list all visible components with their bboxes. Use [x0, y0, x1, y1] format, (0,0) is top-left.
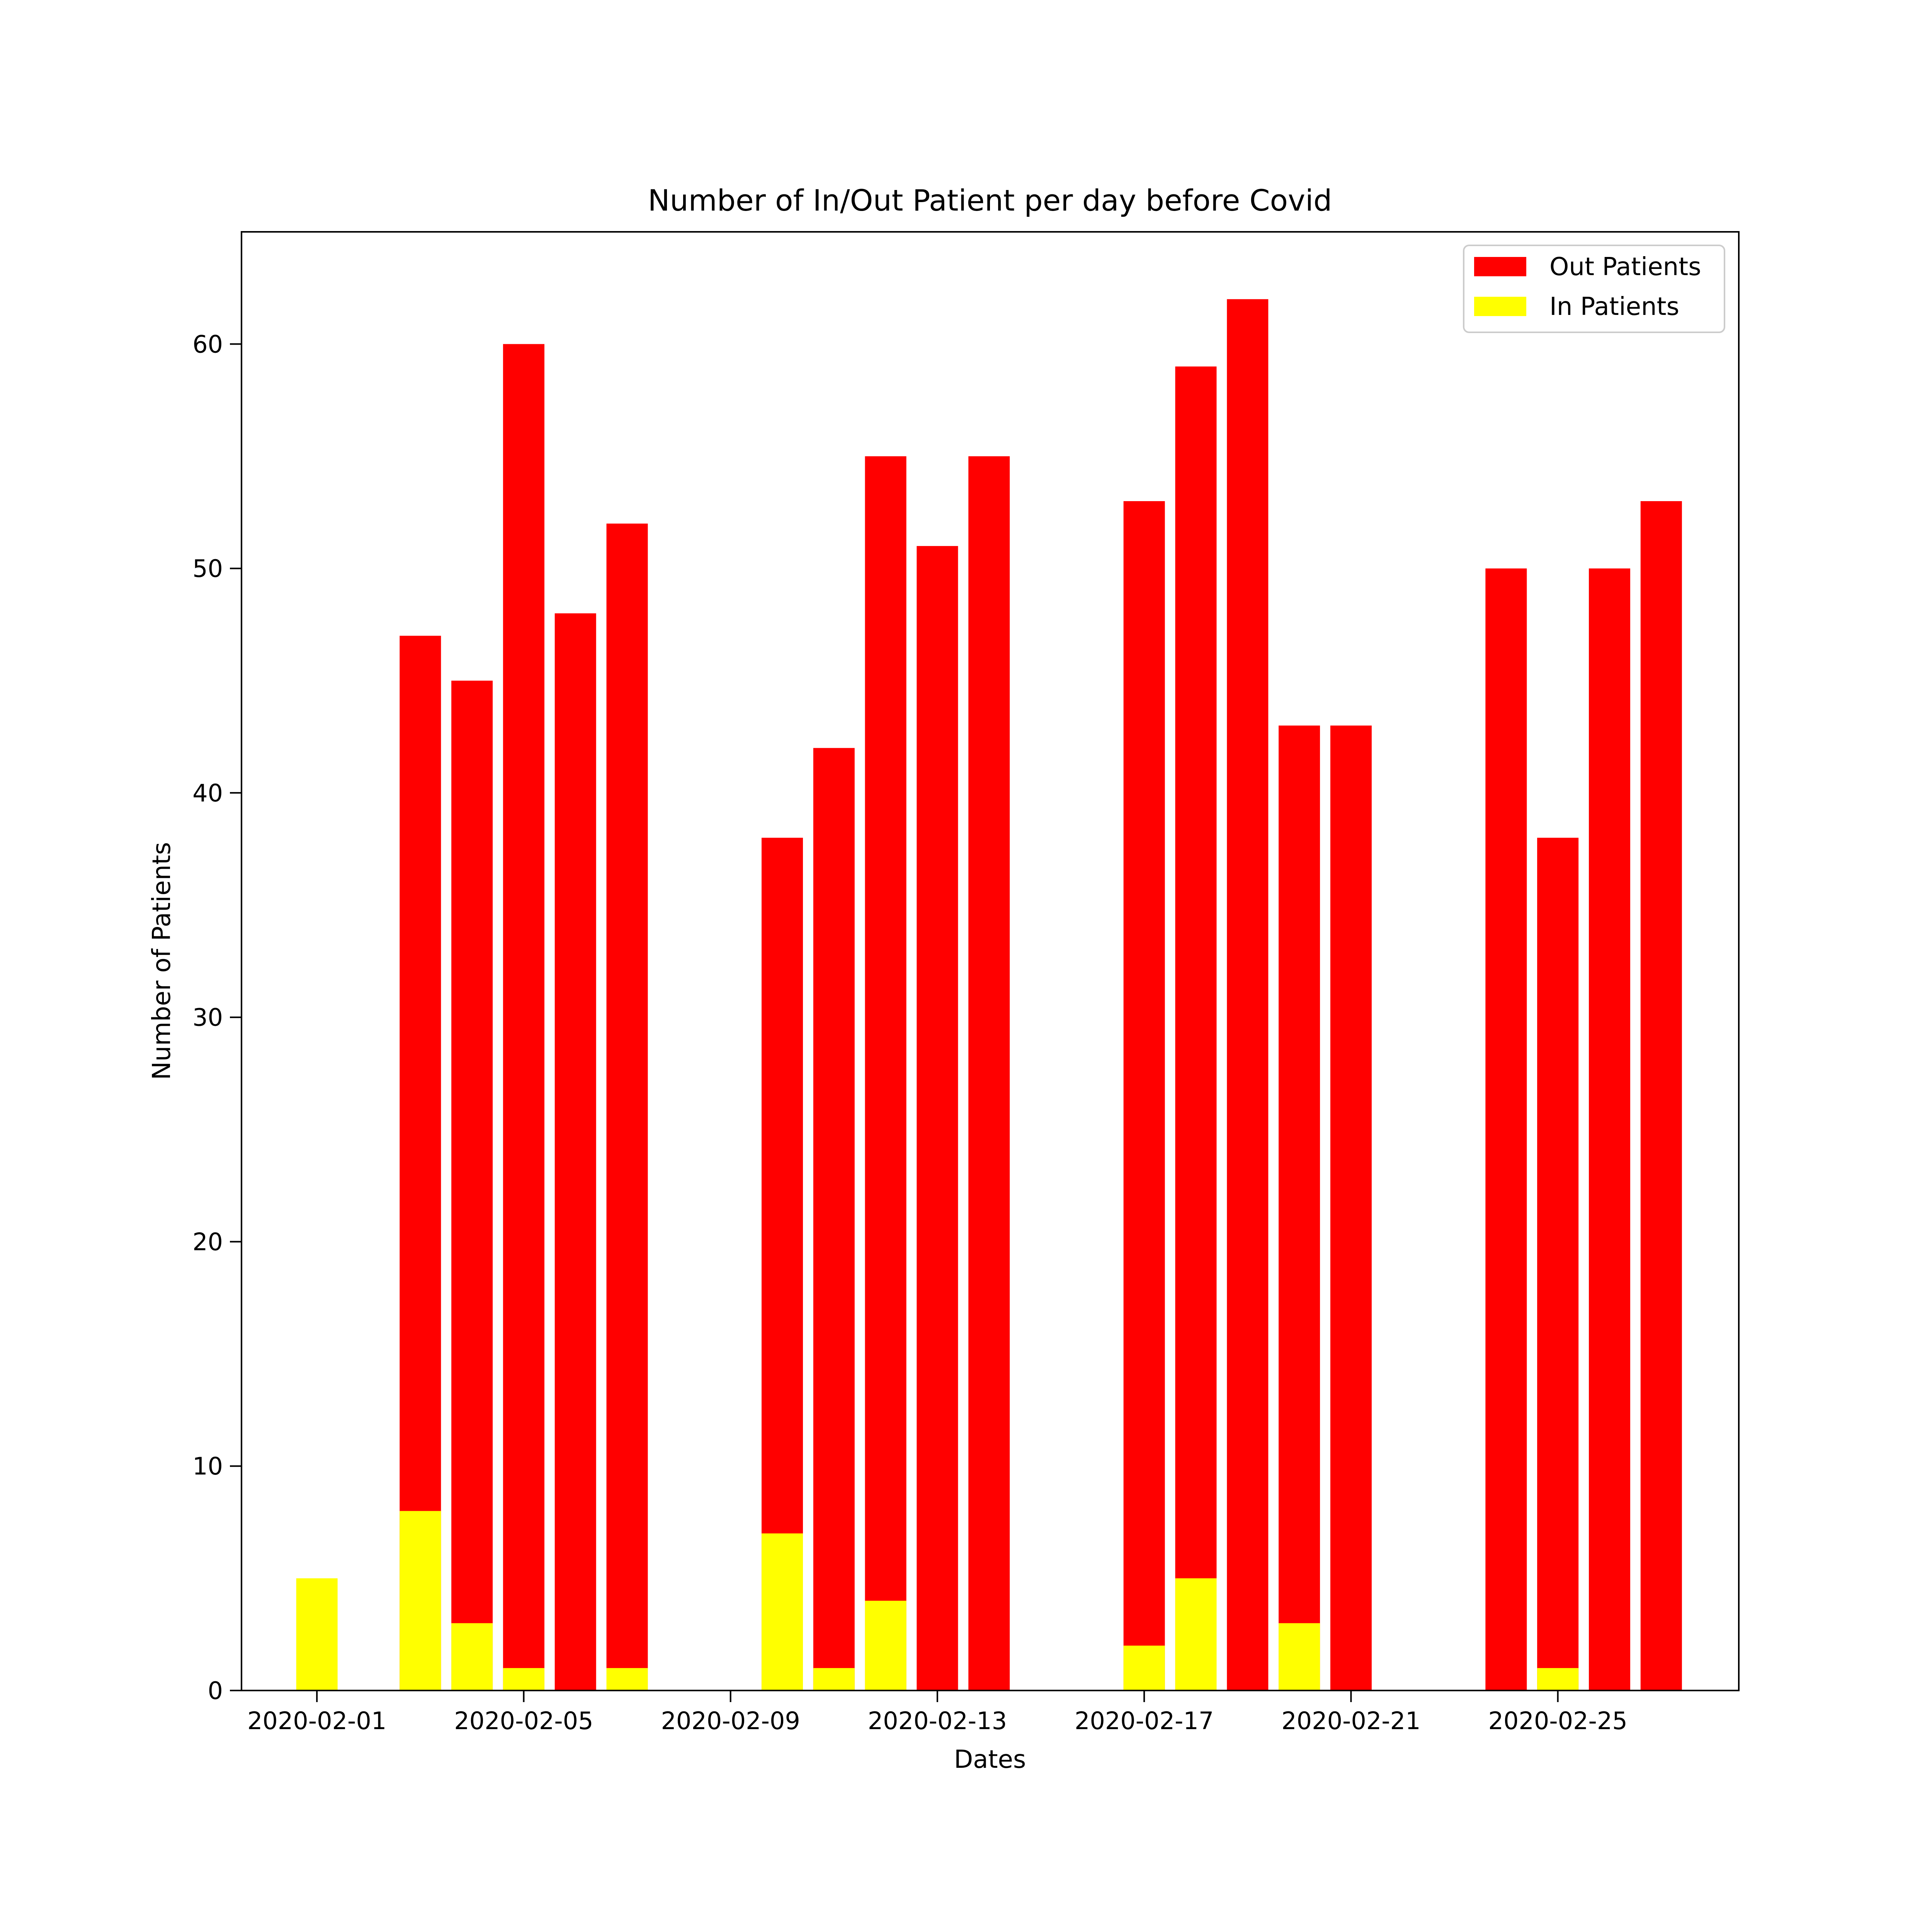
bar-in-patients-2020-02-10	[761, 1533, 803, 1690]
bar-in-patients-2020-02-17	[1123, 1645, 1165, 1690]
y-tick-label-30: 30	[192, 1003, 223, 1032]
x-tick-label-2020-02-25: 2020-02-25	[1488, 1707, 1627, 1735]
y-axis: 0 10 20 30 40 50 60	[192, 330, 242, 1705]
bar-out-patients-2020-02-26	[1588, 568, 1630, 1690]
y-tick-label-40: 40	[192, 779, 223, 807]
bar-out-patients-2020-02-18	[1175, 366, 1217, 1691]
bar-in-patients-2020-02-04	[451, 1623, 493, 1690]
bar-in-patients-2020-02-11	[813, 1668, 855, 1690]
y-tick-label-10: 10	[192, 1452, 223, 1480]
bar-out-patients-2020-02-06	[554, 613, 596, 1691]
y-tick-label-50: 50	[192, 554, 223, 583]
legend-swatch-out-patients	[1474, 257, 1526, 276]
bar-out-patients-2020-02-14	[968, 456, 1010, 1690]
y-tick-label-60: 60	[192, 330, 223, 358]
legend: Out Patients In Patients	[1463, 245, 1725, 333]
bar-out-patients-2020-02-19	[1227, 299, 1269, 1691]
bar-in-patients-2020-02-25	[1537, 1668, 1579, 1690]
y-axis-label: Number of Patients	[148, 842, 176, 1080]
bars-layer	[296, 299, 1682, 1691]
y-tick-label-20: 20	[192, 1228, 223, 1256]
bar-in-patients-2020-02-12	[865, 1600, 906, 1690]
bar-out-patients-2020-02-24	[1485, 568, 1527, 1690]
bar-out-patients-2020-02-21	[1330, 725, 1372, 1690]
x-tick-label-2020-02-01: 2020-02-01	[247, 1707, 386, 1735]
x-tick-label-2020-02-21: 2020-02-21	[1281, 1707, 1420, 1735]
legend-label-out-patients: Out Patients	[1549, 253, 1701, 281]
bar-out-patients-2020-02-17	[1123, 501, 1165, 1690]
bar-out-patients-2020-02-12	[865, 456, 906, 1690]
x-tick-label-2020-02-09: 2020-02-09	[661, 1707, 800, 1735]
x-tick-label-2020-02-05: 2020-02-05	[454, 1707, 593, 1735]
bar-out-patients-2020-02-11	[813, 748, 855, 1690]
bar-out-patients-2020-02-27	[1640, 501, 1682, 1690]
bar-in-patients-2020-02-01	[296, 1578, 338, 1690]
chart-title: Number of In/Out Patient per day before …	[648, 183, 1332, 218]
legend-box	[1463, 245, 1725, 333]
bar-out-patients-2020-02-04	[451, 680, 493, 1690]
plot-frame	[241, 231, 1740, 1691]
bar-out-patients-2020-02-13	[917, 546, 958, 1690]
x-axis: 2020-02-01 2020-02-05 2020-02-09 2020-02-13…	[247, 1690, 1628, 1735]
legend-swatch-in-patients	[1474, 297, 1526, 316]
bar-in-patients-2020-02-05	[503, 1668, 544, 1690]
bar-in-patients-2020-02-07	[606, 1668, 648, 1690]
bar-out-patients-2020-02-05	[503, 344, 544, 1690]
bar-in-patients-2020-02-03	[400, 1511, 441, 1690]
bar-out-patients-2020-02-25	[1537, 838, 1579, 1690]
x-tick-label-2020-02-13: 2020-02-13	[868, 1707, 1007, 1735]
bar-in-patients-2020-02-18	[1175, 1578, 1217, 1690]
bar-in-patients-2020-02-20	[1279, 1623, 1320, 1690]
bar-out-patients-2020-02-20	[1279, 725, 1320, 1690]
x-tick-label-2020-02-17: 2020-02-17	[1075, 1707, 1214, 1735]
y-tick-label-0: 0	[208, 1677, 223, 1705]
legend-label-in-patients: In Patients	[1549, 293, 1679, 321]
x-axis-label: Dates	[954, 1745, 1026, 1774]
bar-out-patients-2020-02-07	[606, 524, 648, 1690]
